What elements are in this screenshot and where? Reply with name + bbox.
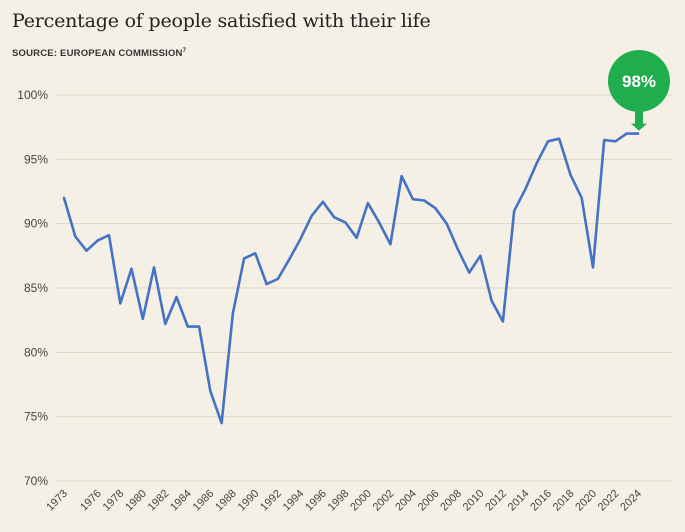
y-tick-label: 85% <box>24 281 48 295</box>
x-tick-label: 1990 <box>236 488 262 514</box>
y-tick-label: 70% <box>24 474 48 488</box>
x-tick-label: 2014 <box>506 488 532 514</box>
x-tick-label: 2020 <box>573 488 599 514</box>
y-tick-label: 100% <box>17 88 48 102</box>
x-tick-label: 1984 <box>168 488 194 514</box>
chart-title: Percentage of people satisfied with thei… <box>12 10 431 32</box>
x-tick-label: 1980 <box>123 488 149 514</box>
badge-arrow-icon <box>631 108 647 131</box>
x-axis: 1973 197619781980198219841986198819901992… <box>44 488 644 514</box>
badge-label: 98% <box>622 72 656 91</box>
x-tick-label: 1994 <box>281 488 307 514</box>
x-tick-label: 2008 <box>438 488 464 514</box>
x-tick-label: 2018 <box>551 488 577 514</box>
x-tick-label: 2022 <box>596 488 622 514</box>
x-tick-label: 1988 <box>213 488 239 514</box>
x-tick-label: 1992 <box>258 488 284 514</box>
series-lines <box>62 132 640 425</box>
x-tick-label: 2024 <box>618 488 644 514</box>
x-tick-label: 2016 <box>528 488 554 514</box>
source-footnote: 7 <box>182 48 187 54</box>
x-tick-label: 1996 <box>303 488 329 514</box>
x-tick-label: 1986 <box>191 488 217 514</box>
x-tick-label: 2006 <box>416 488 442 514</box>
y-tick-label: 75% <box>24 410 48 424</box>
source-text: SOURCE: EUROPEAN COMMISSION <box>12 48 183 60</box>
y-tick-label: 80% <box>24 345 48 359</box>
x-tick-label: 2004 <box>393 488 419 514</box>
x-tick-label: 2012 <box>483 488 509 514</box>
y-tick-label: 95% <box>24 152 48 166</box>
x-tick-label: 2000 <box>348 488 374 514</box>
x-tick-label: 1973 <box>44 488 70 514</box>
y-tick-label: 90% <box>24 217 48 231</box>
x-tick-label: 2010 <box>461 488 487 514</box>
latest-value-badge: 98% <box>608 50 670 131</box>
x-tick-label: 2002 <box>371 488 397 514</box>
x-tick-label: 1998 <box>326 488 352 514</box>
x-tick-label: 1976 <box>78 488 104 514</box>
x-tick-label: 1978 <box>101 488 127 514</box>
x-tick-label: 1982 <box>146 488 172 514</box>
chart-source: SOURCE: EUROPEAN COMMISSION7 <box>12 48 186 59</box>
y-axis: 70% 75% 80% 85% 90% 95% 100% <box>17 88 48 488</box>
badge-circle <box>608 50 670 112</box>
series-line <box>62 132 640 425</box>
